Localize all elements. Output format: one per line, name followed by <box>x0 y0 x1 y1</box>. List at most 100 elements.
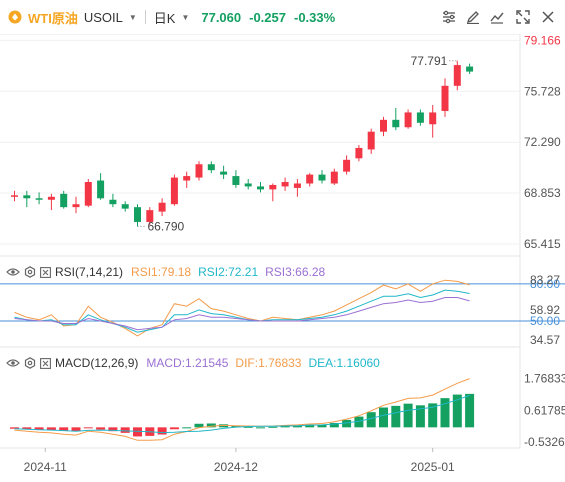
rsi-axis-label: 34.57 <box>530 333 560 347</box>
candle-body <box>109 199 117 205</box>
macd-title: MACD(12,26,9) <box>55 356 139 370</box>
period-dropdown-icon[interactable]: ▼ <box>181 12 190 22</box>
indicator-settings-gear-icon[interactable] <box>24 266 36 278</box>
rsi-axis-label: 58.92 <box>530 303 560 317</box>
candle-body <box>220 171 228 175</box>
macd-histogram-bar <box>256 427 265 429</box>
macd-histogram-bar <box>391 405 401 428</box>
indicator-settings-icon[interactable] <box>440 8 458 26</box>
rsi2-line <box>14 289 470 333</box>
last-price: 77.060 <box>201 9 242 25</box>
chart-header: WTI原油 USOIL ▼ 日K ▼ 77.060 -0.257 -0.33% <box>0 0 565 34</box>
macd-histogram-bar <box>465 393 475 428</box>
candle-body <box>367 131 375 150</box>
macd-histogram-bar <box>194 423 204 428</box>
rsi-axis-label: 50.00 <box>530 314 560 328</box>
candlestick-series <box>11 60 474 227</box>
close-indicator-icon[interactable] <box>40 357 51 369</box>
fullscreen-icon[interactable] <box>514 8 532 26</box>
macd-histogram-bar <box>268 426 278 428</box>
macd-histogram-bar <box>440 398 450 428</box>
candle-body <box>134 207 141 222</box>
eye-icon[interactable] <box>6 267 20 277</box>
macd-histogram-bar <box>59 427 69 431</box>
macd-histogram-bar <box>317 424 327 428</box>
candle-body <box>97 180 105 199</box>
macd-axis-label: 0.61785 <box>524 403 565 417</box>
macd-histogram-bar <box>415 405 425 428</box>
instrument-dropdown-icon[interactable]: ▼ <box>128 12 137 22</box>
draw-pen-icon[interactable] <box>464 8 482 26</box>
candle-body <box>121 204 129 209</box>
macd-histogram-bar <box>120 427 130 433</box>
macd-histogram-bar <box>342 419 352 428</box>
price-tick-label: 75.728 <box>524 84 561 98</box>
dif-value: DIF:1.76833 <box>235 356 302 370</box>
macd-legend: MACD(12,26,9) MACD:1.21545 DIF:1.76833 D… <box>6 355 387 371</box>
candle-body <box>72 204 80 208</box>
close-icon[interactable] <box>539 8 557 26</box>
indicator-settings-gear-icon[interactable] <box>24 357 36 369</box>
candle-body <box>207 164 215 171</box>
macd-histogram-bar <box>22 427 32 430</box>
rsi2-value: RSI2:72.21 <box>198 265 259 279</box>
macd-histogram-bar <box>96 427 106 430</box>
chart-style-icon[interactable] <box>488 8 506 26</box>
candle-body <box>330 171 338 184</box>
macd-axis-label: 1.76833 <box>524 372 565 386</box>
macd-histogram-bar <box>206 423 216 428</box>
candle-body <box>244 183 252 187</box>
candle-body <box>453 65 461 86</box>
macd-histogram-bar <box>305 424 315 428</box>
macd-histogram-bar <box>83 427 93 429</box>
instrument-name[interactable]: WTI原油 <box>28 10 78 26</box>
candle-body <box>257 186 264 190</box>
rsi-axis-label: 80.00 <box>530 277 560 291</box>
chart-canvas[interactable]: 79.166 75.728 72.290 68.853 65.415 77.791 66.… <box>0 34 565 482</box>
macd-histogram-bar <box>46 427 56 431</box>
candle-body <box>293 183 301 188</box>
price-tick-label: 79.166 <box>524 34 561 47</box>
instrument-code[interactable]: USOIL <box>83 9 123 25</box>
macd-axis-label: -0.53263 <box>524 435 565 449</box>
macd-histogram-bar <box>108 427 118 432</box>
macd-histogram-bar <box>329 422 339 428</box>
price-tick-label: 72.290 <box>524 135 561 149</box>
macd-histogram-bar <box>169 427 179 430</box>
candle-body <box>380 119 387 132</box>
macd-value: MACD:1.21545 <box>146 356 229 370</box>
period-selector[interactable]: 日K <box>153 10 176 26</box>
candle-body <box>60 193 68 208</box>
price-annotations: 77.791 66.790 <box>137 54 458 233</box>
price-change: -0.257 <box>249 9 286 25</box>
instrument-badge-icon <box>8 10 22 24</box>
eye-icon[interactable] <box>6 358 20 368</box>
macd-histogram-bar <box>379 407 388 428</box>
candle-body <box>318 174 326 181</box>
candle-body <box>158 202 166 212</box>
candle-body <box>232 176 240 185</box>
divider <box>144 10 146 24</box>
dif-line <box>14 378 470 441</box>
candle-body <box>23 195 31 199</box>
macd-histogram-bar <box>71 427 81 432</box>
price-axis: 79.166 75.728 72.290 68.853 65.415 <box>524 34 561 251</box>
macd-histogram-bar <box>292 425 302 428</box>
dea-value: DEA:1.16060 <box>308 356 380 370</box>
candle-body <box>146 210 154 222</box>
rsi-legend: RSI(7,14,21) RSI1:79.18 RSI2:72.21 RSI3:… <box>6 264 332 280</box>
price-tick-label: 68.853 <box>524 186 561 200</box>
rsi1-line <box>14 279 470 337</box>
time-tick-label: 2024-12 <box>214 460 258 474</box>
macd-histogram-bar <box>10 427 19 429</box>
candle-body <box>306 174 314 184</box>
candle-body <box>416 112 424 123</box>
rsi-title: RSI(7,14,21) <box>55 265 124 279</box>
low-price-annotation: 66.790 <box>148 219 185 233</box>
rsi3-value: RSI3:66.28 <box>265 265 326 279</box>
close-indicator-icon[interactable] <box>40 266 51 278</box>
macd-histogram-bar <box>280 425 290 428</box>
time-tick-label: 2025-01 <box>411 460 455 474</box>
macd-histogram-bar <box>157 427 167 435</box>
candle-body <box>404 112 412 128</box>
